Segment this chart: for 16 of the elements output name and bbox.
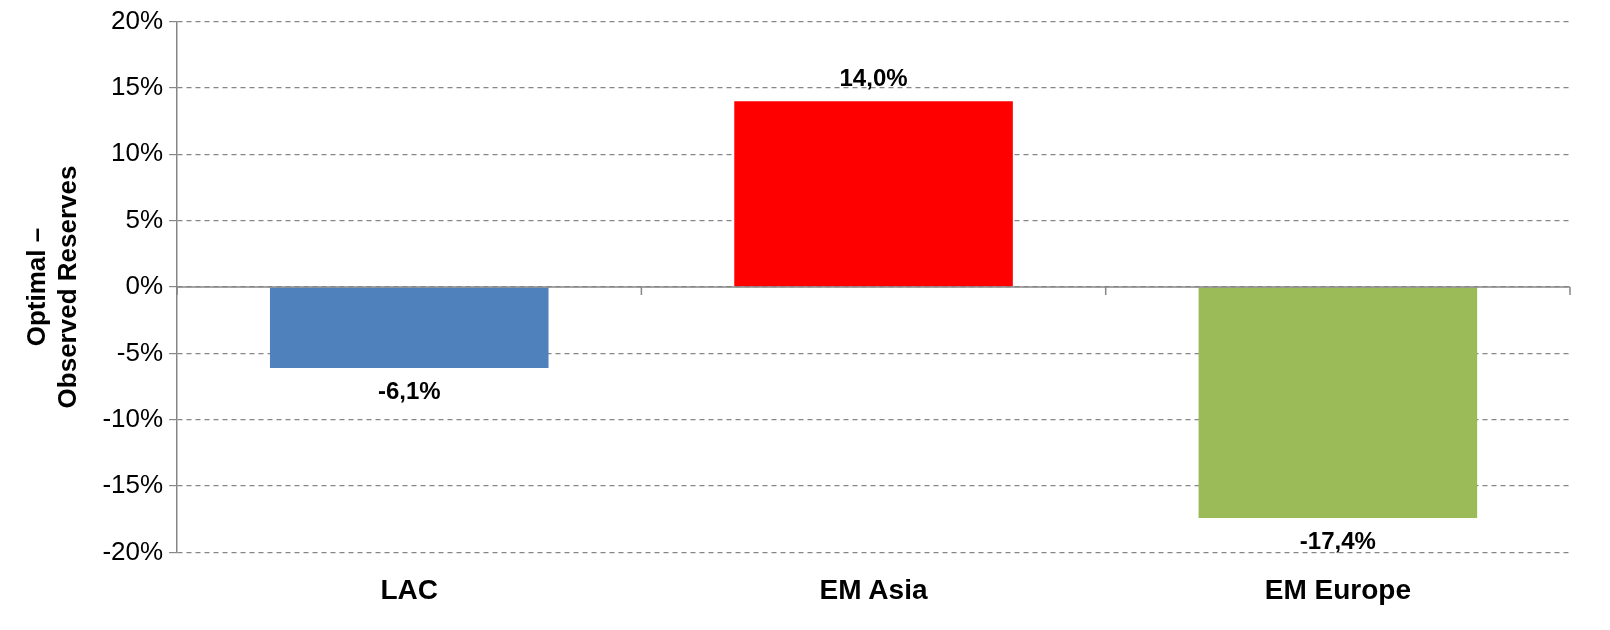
y-tick-label: 0% <box>125 270 164 301</box>
data-label: -6,1% <box>377 376 441 404</box>
y-tick-label: 5% <box>125 203 164 234</box>
data-label: -17,4% <box>1299 526 1376 554</box>
y-tick-label: -15% <box>102 469 164 500</box>
x-tick-label: EM Europe <box>1264 573 1411 605</box>
y-axis-title: Optimal – Observed Reserves <box>20 165 82 409</box>
y-tick-label: -10% <box>102 402 164 433</box>
y-tick-label: -20% <box>102 535 164 566</box>
x-tick-label: LAC <box>380 573 439 605</box>
y-tick-label: -5% <box>116 336 164 367</box>
y-tick-label: 10% <box>111 137 164 168</box>
y-tick-label: 15% <box>111 71 164 102</box>
data-label: 14,0% <box>839 63 908 91</box>
x-tick-label: EM Asia <box>819 573 928 605</box>
y-tick-label: 20% <box>111 4 164 35</box>
